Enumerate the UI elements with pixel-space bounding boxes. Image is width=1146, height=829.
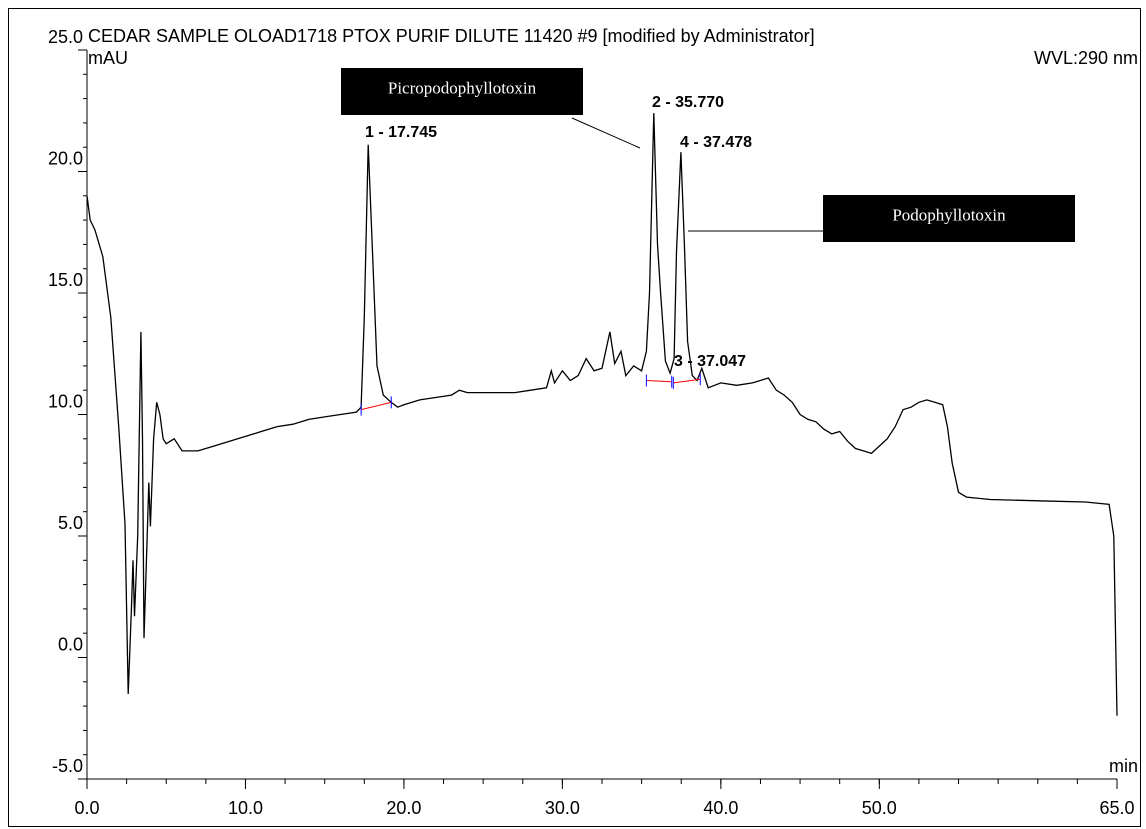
integration-baseline bbox=[361, 401, 392, 411]
x-axis-label: min bbox=[1109, 756, 1138, 776]
peak-label: 3 - 37.047 bbox=[674, 353, 746, 370]
peak-label: 2 - 35.770 bbox=[652, 94, 724, 111]
x-tick-label: 30.0 bbox=[545, 798, 580, 818]
annotation-box bbox=[823, 195, 1075, 242]
peak-label: 4 - 37.478 bbox=[680, 134, 752, 151]
y-tick-label: 10.0 bbox=[48, 391, 83, 411]
y-tick-label: 15.0 bbox=[48, 270, 83, 290]
y-tick-label: 25.0 bbox=[48, 27, 83, 47]
x-tick-label: 65.0 bbox=[1099, 798, 1134, 818]
integration-baseline bbox=[646, 379, 672, 383]
frame bbox=[8, 8, 1141, 827]
annotation-label: Picropodophyllotoxin bbox=[388, 78, 537, 97]
x-tick-label: 40.0 bbox=[703, 798, 738, 818]
x-tick-label: 20.0 bbox=[386, 798, 421, 818]
x-tick-label: 50.0 bbox=[862, 798, 897, 818]
x-tick-label: 10.0 bbox=[228, 798, 263, 818]
y-tick-label: -5.0 bbox=[52, 756, 83, 776]
annotation-label: Podophyllotoxin bbox=[892, 205, 1006, 224]
integration-baseline bbox=[673, 378, 701, 384]
annotation-leader bbox=[571, 117, 641, 149]
chromatogram-line bbox=[86, 113, 1118, 716]
y-tick-label: 0.0 bbox=[58, 634, 83, 654]
peak-label: 1 - 17.745 bbox=[365, 124, 437, 141]
annotation-box bbox=[341, 68, 583, 115]
y-tick-label: 20.0 bbox=[48, 148, 83, 168]
chart-title: CEDAR SAMPLE OLOAD1718 PTOX PURIF DILUTE… bbox=[88, 26, 815, 46]
x-tick-label: 0.0 bbox=[74, 798, 99, 818]
wavelength: WVL:290 nm bbox=[1034, 48, 1138, 68]
y-axis-label: mAU bbox=[88, 48, 128, 68]
y-tick-label: 5.0 bbox=[58, 513, 83, 533]
